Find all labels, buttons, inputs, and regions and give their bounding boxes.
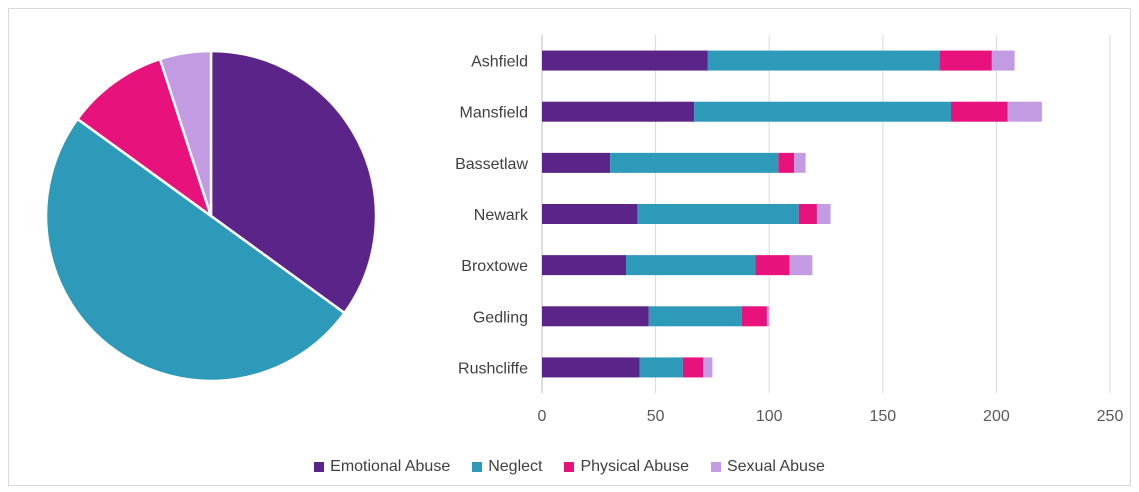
x-tick-label-100: 100 (756, 408, 783, 425)
pie-slice-physical-abuse (75, 57, 214, 220)
legend-label-emotional-abuse: Emotional Abuse (330, 458, 451, 475)
category-label-broxtowe: Broxtowe (461, 258, 528, 275)
bar-mansfield-physical-abuse (950, 101, 1008, 122)
bar-bassetlaw-neglect (610, 152, 779, 173)
x-tick-label-150: 150 (869, 408, 896, 425)
pie-slice-sexual-abuse (158, 49, 213, 217)
bar-gedling-sexual-abuse (766, 306, 770, 327)
bar-mansfield-neglect (694, 101, 951, 122)
bar-rushcliffe-emotional-abuse (542, 357, 640, 378)
legend-swatch-sexual-abuse (710, 462, 721, 472)
bar-broxtowe-physical-abuse (755, 255, 790, 276)
bar-ashfield-physical-abuse (939, 50, 992, 71)
legend-label-physical-abuse: Physical Abuse (580, 458, 689, 475)
bar-rushcliffe-neglect (639, 357, 683, 378)
category-label-mansfield: Mansfield (460, 105, 528, 122)
pie-slice-emotional-abuse (209, 49, 378, 315)
bar-gedling-neglect (648, 306, 742, 327)
category-label-ashfield: Ashfield (471, 54, 528, 71)
category-label-bassetlaw: Bassetlaw (455, 156, 528, 173)
legend-label-sexual-abuse: Sexual Abuse (726, 458, 825, 475)
x-tick-label-200: 200 (983, 408, 1010, 425)
bar-gedling-physical-abuse (741, 306, 767, 327)
bar-broxtowe-sexual-abuse (789, 255, 813, 276)
legend-item-neglect: Neglect (472, 458, 542, 476)
bar-bassetlaw-emotional-abuse (542, 152, 611, 173)
legend: Emotional Abuse Neglect Physical Abuse S… (0, 458, 1139, 476)
bar-ashfield-emotional-abuse (542, 50, 708, 71)
bar-gedling-emotional-abuse (542, 306, 649, 327)
category-label-newark: Newark (474, 207, 529, 224)
bar-broxtowe-neglect (626, 255, 756, 276)
bar-newark-physical-abuse (798, 204, 817, 224)
legend-item-sexual-abuse: Sexual Abuse (710, 458, 825, 476)
x-tick-label-50: 50 (647, 408, 665, 425)
bar-newark-neglect (637, 204, 799, 224)
bar-rushcliffe-sexual-abuse (703, 357, 713, 378)
x-tick-label-250: 250 (1097, 408, 1124, 425)
pie-slice-neglect (44, 117, 347, 383)
bar-rushcliffe-physical-abuse (682, 357, 704, 378)
legend-swatch-physical-abuse (564, 462, 575, 472)
bar-ashfield-neglect (707, 50, 940, 71)
x-tick-label-0: 0 (538, 408, 547, 425)
bar-newark-sexual-abuse (816, 204, 831, 224)
category-label-rushcliffe: Rushcliffe (458, 360, 528, 377)
bar-broxtowe-emotional-abuse (542, 255, 627, 276)
legend-label-neglect: Neglect (488, 458, 543, 475)
legend-swatch-neglect (472, 462, 483, 472)
bar-bassetlaw-sexual-abuse (794, 152, 806, 173)
legend-item-physical-abuse: Physical Abuse (564, 458, 689, 476)
bar-bassetlaw-physical-abuse (778, 152, 795, 173)
bar-mansfield-sexual-abuse (1007, 101, 1042, 122)
bar-newark-emotional-abuse (542, 204, 638, 224)
bar-mansfield-emotional-abuse (542, 101, 695, 122)
category-label-gedling: Gedling (473, 309, 528, 326)
legend-item-emotional-abuse: Emotional Abuse (314, 458, 450, 476)
bar-ashfield-sexual-abuse (991, 50, 1015, 71)
legend-swatch-emotional-abuse (314, 462, 325, 472)
